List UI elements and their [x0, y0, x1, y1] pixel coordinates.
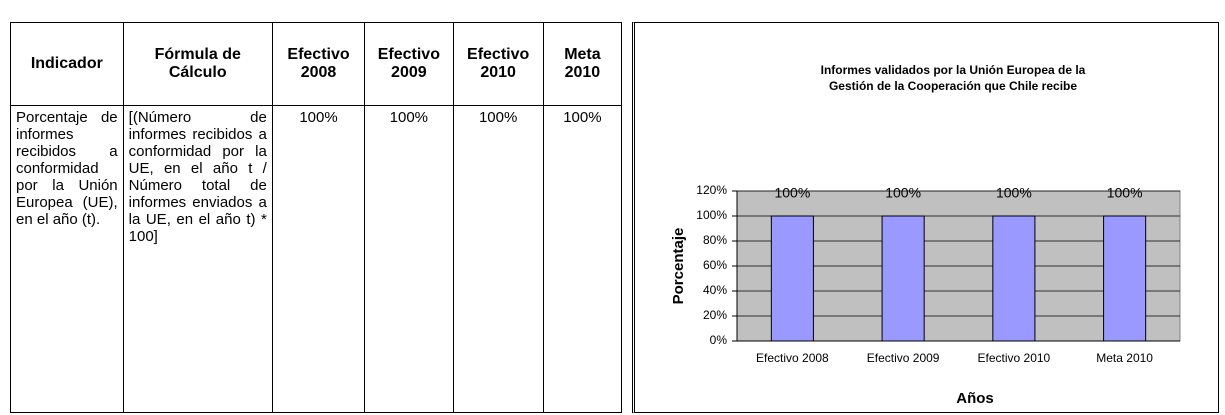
bar [1103, 215, 1147, 342]
value-label: 100% [774, 185, 810, 201]
y-tick-label: 120% [696, 183, 727, 197]
document: Indicador Fórmula de Cálculo Efectivo 20… [10, 22, 1219, 413]
cell: 100% [542, 105, 623, 413]
value-label: 100% [885, 185, 921, 201]
value-label: 100% [996, 185, 1032, 201]
header-cell: Efectivo 2008 [271, 22, 366, 106]
cell: 100% [452, 105, 544, 413]
cell: 100% [271, 105, 366, 413]
x-tick-label: Efectivo 2010 [978, 351, 1051, 365]
chart-title: Informes validados por la Unión Europea … [821, 63, 1086, 77]
indicator-table: Indicador Fórmula de Cálculo Efectivo 20… [10, 22, 623, 413]
y-tick-label: 40% [703, 283, 727, 297]
value-label: 100% [1107, 185, 1143, 201]
x-tick-label: Efectivo 2009 [867, 351, 940, 365]
y-tick-label: 80% [703, 233, 727, 247]
bar [992, 215, 1036, 342]
header-cell: Indicador [10, 22, 124, 106]
x-tick-label: Efectivo 2008 [756, 351, 829, 365]
x-axis-label: Años [956, 390, 994, 407]
data-row: Porcentaje de informes recibidos a confo… [10, 105, 623, 413]
y-tick-label: 0% [710, 333, 728, 347]
cell: [(Número de informes recibidos a conform… [122, 105, 273, 413]
y-tick-label: 100% [696, 208, 727, 222]
cell: Porcentaje de informes recibidos a confo… [10, 105, 124, 413]
chart-title: Gestión de la Cooperación que Chile reci… [829, 79, 1077, 93]
chart-cell: Informes validados por la Unión Europea … [632, 22, 1219, 413]
y-tick-label: 60% [703, 258, 727, 272]
chart: Informes validados por la Unión Europea … [670, 63, 1181, 407]
header-cell: Meta 2010 [542, 22, 623, 106]
header-cell: Efectivo 2010 [452, 22, 544, 106]
y-tick-label: 20% [703, 308, 727, 322]
x-tick-label: Meta 2010 [1096, 351, 1153, 365]
bar [770, 215, 814, 342]
y-axis-label: Porcentaje [670, 228, 687, 305]
header-cell: Efectivo 2009 [364, 22, 454, 106]
bar [881, 215, 925, 342]
header-row: Indicador Fórmula de Cálculo Efectivo 20… [10, 22, 623, 106]
cell: 100% [364, 105, 454, 413]
header-cell: Fórmula de Cálculo [122, 22, 273, 106]
